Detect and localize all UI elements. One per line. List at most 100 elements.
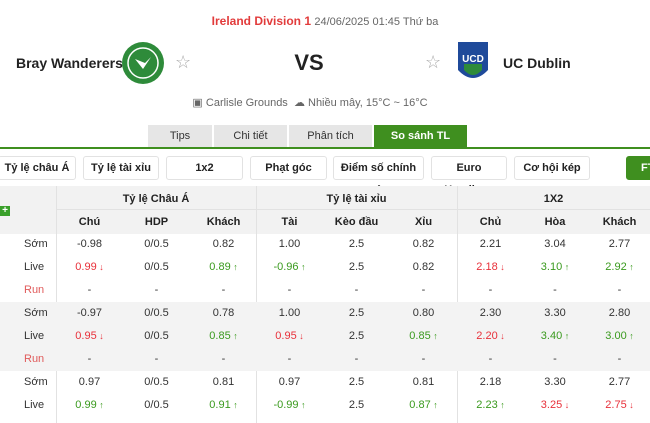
odds-cell: 2.18 <box>479 376 502 388</box>
table-row: Run - - - - - - - - - <box>0 279 650 302</box>
filter-asian-handicap[interactable]: Tỷ lệ châu Á <box>0 156 76 180</box>
odds-cell: - <box>154 284 159 296</box>
column-header: Khách <box>206 216 241 228</box>
row-label: Live <box>24 399 45 411</box>
odds-cell: 0.95 ↓ <box>75 330 104 342</box>
column-header: Hòa <box>544 216 566 228</box>
expand-plus-icon[interactable]: + <box>0 206 10 216</box>
odds-cell: 0.82 <box>212 238 235 250</box>
arrow-down-icon: ↓ <box>562 400 570 410</box>
odds-cell: - <box>488 284 493 296</box>
table-row: Sớm -0.97 0/0.5 0.78 1.00 2.5 0.80 2.30 3.30 2.80 <box>0 302 650 325</box>
odds-cell: - <box>617 353 622 365</box>
odds-cell: 3.25 ↓ <box>540 399 570 411</box>
row-label: Run <box>24 353 45 365</box>
filter-double-chance[interactable]: Cơ hội kép <box>514 156 590 180</box>
odds-cell: 0.91 ↑ <box>209 399 238 411</box>
column-header: Chủ <box>479 216 502 228</box>
home-favorite-star-icon[interactable]: ☆ <box>175 52 192 72</box>
arrow-up-icon: ↑ <box>626 331 634 341</box>
stadium-icon: ▣ <box>192 97 203 109</box>
table-row: Sớm 0.97 0/0.5 0.81 0.97 2.5 0.81 2.18 3.30 2.77 <box>0 371 650 394</box>
odds-cell: 2.75 ↓ <box>605 399 634 411</box>
arrow-up-icon: ↑ <box>430 331 438 341</box>
filter-ft[interactable]: FT <box>626 156 650 180</box>
odds-cell: - <box>287 353 292 365</box>
arrow-up-icon: ↑ <box>96 400 104 410</box>
odds-cell: 3.00 ↑ <box>605 330 634 342</box>
header-divider <box>56 209 650 210</box>
odds-cell: 2.5 <box>348 238 365 250</box>
match-header: Ireland Division 1 24/06/2025 01:45 Thứ … <box>0 14 650 28</box>
tab-chi-tiet[interactable]: Chi tiết <box>214 125 287 148</box>
odds-cell: 2.80 <box>608 307 631 319</box>
odds-cell: -0.97 <box>76 307 103 319</box>
arrow-up-icon: ↑ <box>298 400 306 410</box>
tab-so-sanh-tl[interactable]: So sánh TL <box>374 125 467 148</box>
table-row: Live 0.99 ↑ 0/0.5 0.91 ↑ -0.99 ↑ 2.5 0.87 ↑ 2.2… <box>0 394 650 417</box>
filter-corners[interactable]: Phạt góc <box>250 156 327 180</box>
row-label: Sớm <box>24 238 48 250</box>
odds-cell: 2.20 ↓ <box>476 330 505 342</box>
table-row: Live 0.95 ↓ 0/0.5 0.85 ↑ 0.95 ↓ 2.5 0.85 ↑ 2.20… <box>0 325 650 348</box>
arrow-up-icon: ↑ <box>230 262 238 272</box>
odds-cell: 0.95 ↓ <box>275 330 304 342</box>
column-header: Khách <box>602 216 637 228</box>
group-header: 1X2 <box>543 193 564 205</box>
column-header: HDP <box>144 216 169 228</box>
weather-text: Nhiều mây, 15°C ~ 16°C <box>308 97 428 109</box>
arrow-up-icon: ↑ <box>430 400 438 410</box>
svg-text:UCD: UCD <box>462 54 484 65</box>
odds-cell: 0.85 ↑ <box>409 330 438 342</box>
odds-cell: 2.92 ↑ <box>605 261 634 273</box>
odds-cell: - <box>87 353 92 365</box>
venue-weather: ▣ Carlisle Grounds ☁ Nhiều mây, 15°C ~ 1… <box>0 96 620 109</box>
table-row: Sớm -0.98 0/0.5 0.82 1.00 2.5 0.82 2.21 3.04 2.77 <box>0 233 650 256</box>
league-link[interactable]: Ireland Division 1 <box>211 14 312 28</box>
row-label: Sớm <box>24 376 48 388</box>
odds-cell: - <box>221 353 226 365</box>
away-team-name[interactable]: UC Dublin <box>503 55 571 71</box>
arrow-up-icon: ↑ <box>230 400 238 410</box>
filter-euro-handicap[interactable]: Euro Handicap <box>431 156 507 196</box>
arrow-down-icon: ↓ <box>96 331 104 341</box>
odds-cell: 1.00 <box>278 238 301 250</box>
tab-tips[interactable]: Tips <box>148 125 212 148</box>
away-favorite-star-icon[interactable]: ☆ <box>425 52 442 72</box>
group-header: Tỷ lệ Châu Á <box>122 193 190 205</box>
odds-cell: 0.89 ↑ <box>209 261 238 273</box>
odds-cell: - <box>617 284 622 296</box>
group-header: Tỷ lệ tài xỉu <box>326 193 387 205</box>
odds-cell: 2.77 <box>608 238 631 250</box>
odds-cell: 0.99 ↓ <box>75 261 104 273</box>
odds-cell: - <box>488 353 493 365</box>
odds-cell: 3.40 ↑ <box>540 330 570 342</box>
home-team-name[interactable]: Bray Wanderers <box>16 55 123 71</box>
odds-cell: 2.5 <box>348 376 365 388</box>
odds-cell: 3.30 <box>544 307 566 319</box>
filter-over-under[interactable]: Tỷ lệ tài xỉu <box>83 156 159 180</box>
arrow-up-icon: ↑ <box>562 262 570 272</box>
arrow-up-icon: ↑ <box>626 262 634 272</box>
odds-cell: 2.5 <box>348 261 365 273</box>
odds-cell: 0.81 <box>212 376 235 388</box>
tab-phan-tich[interactable]: Phân tích <box>289 125 372 148</box>
arrow-down-icon: ↓ <box>497 262 505 272</box>
filter-correct-score[interactable]: Điểm số chính xác <box>333 156 424 196</box>
odds-cell: 0.99 ↑ <box>75 399 104 411</box>
odds-cell: 0/0.5 <box>144 330 169 342</box>
arrow-down-icon: ↓ <box>497 331 505 341</box>
odds-cell: 3.10 ↑ <box>540 261 570 273</box>
odds-cell: - <box>421 353 426 365</box>
column-header: Tài <box>281 216 298 228</box>
odds-cell: - <box>87 284 92 296</box>
odds-cell: 0/0.5 <box>144 307 169 319</box>
venue-name: Carlisle Grounds <box>205 97 288 109</box>
filter-1x2[interactable]: 1x2 <box>166 156 243 180</box>
column-header: Kèo đầu <box>334 216 379 228</box>
arrow-up-icon: ↑ <box>298 262 306 272</box>
odds-cell: 2.30 <box>479 307 502 319</box>
home-team-logo <box>122 42 164 84</box>
arrow-up-icon: ↑ <box>562 331 570 341</box>
column-header: Xỉu <box>414 216 433 228</box>
